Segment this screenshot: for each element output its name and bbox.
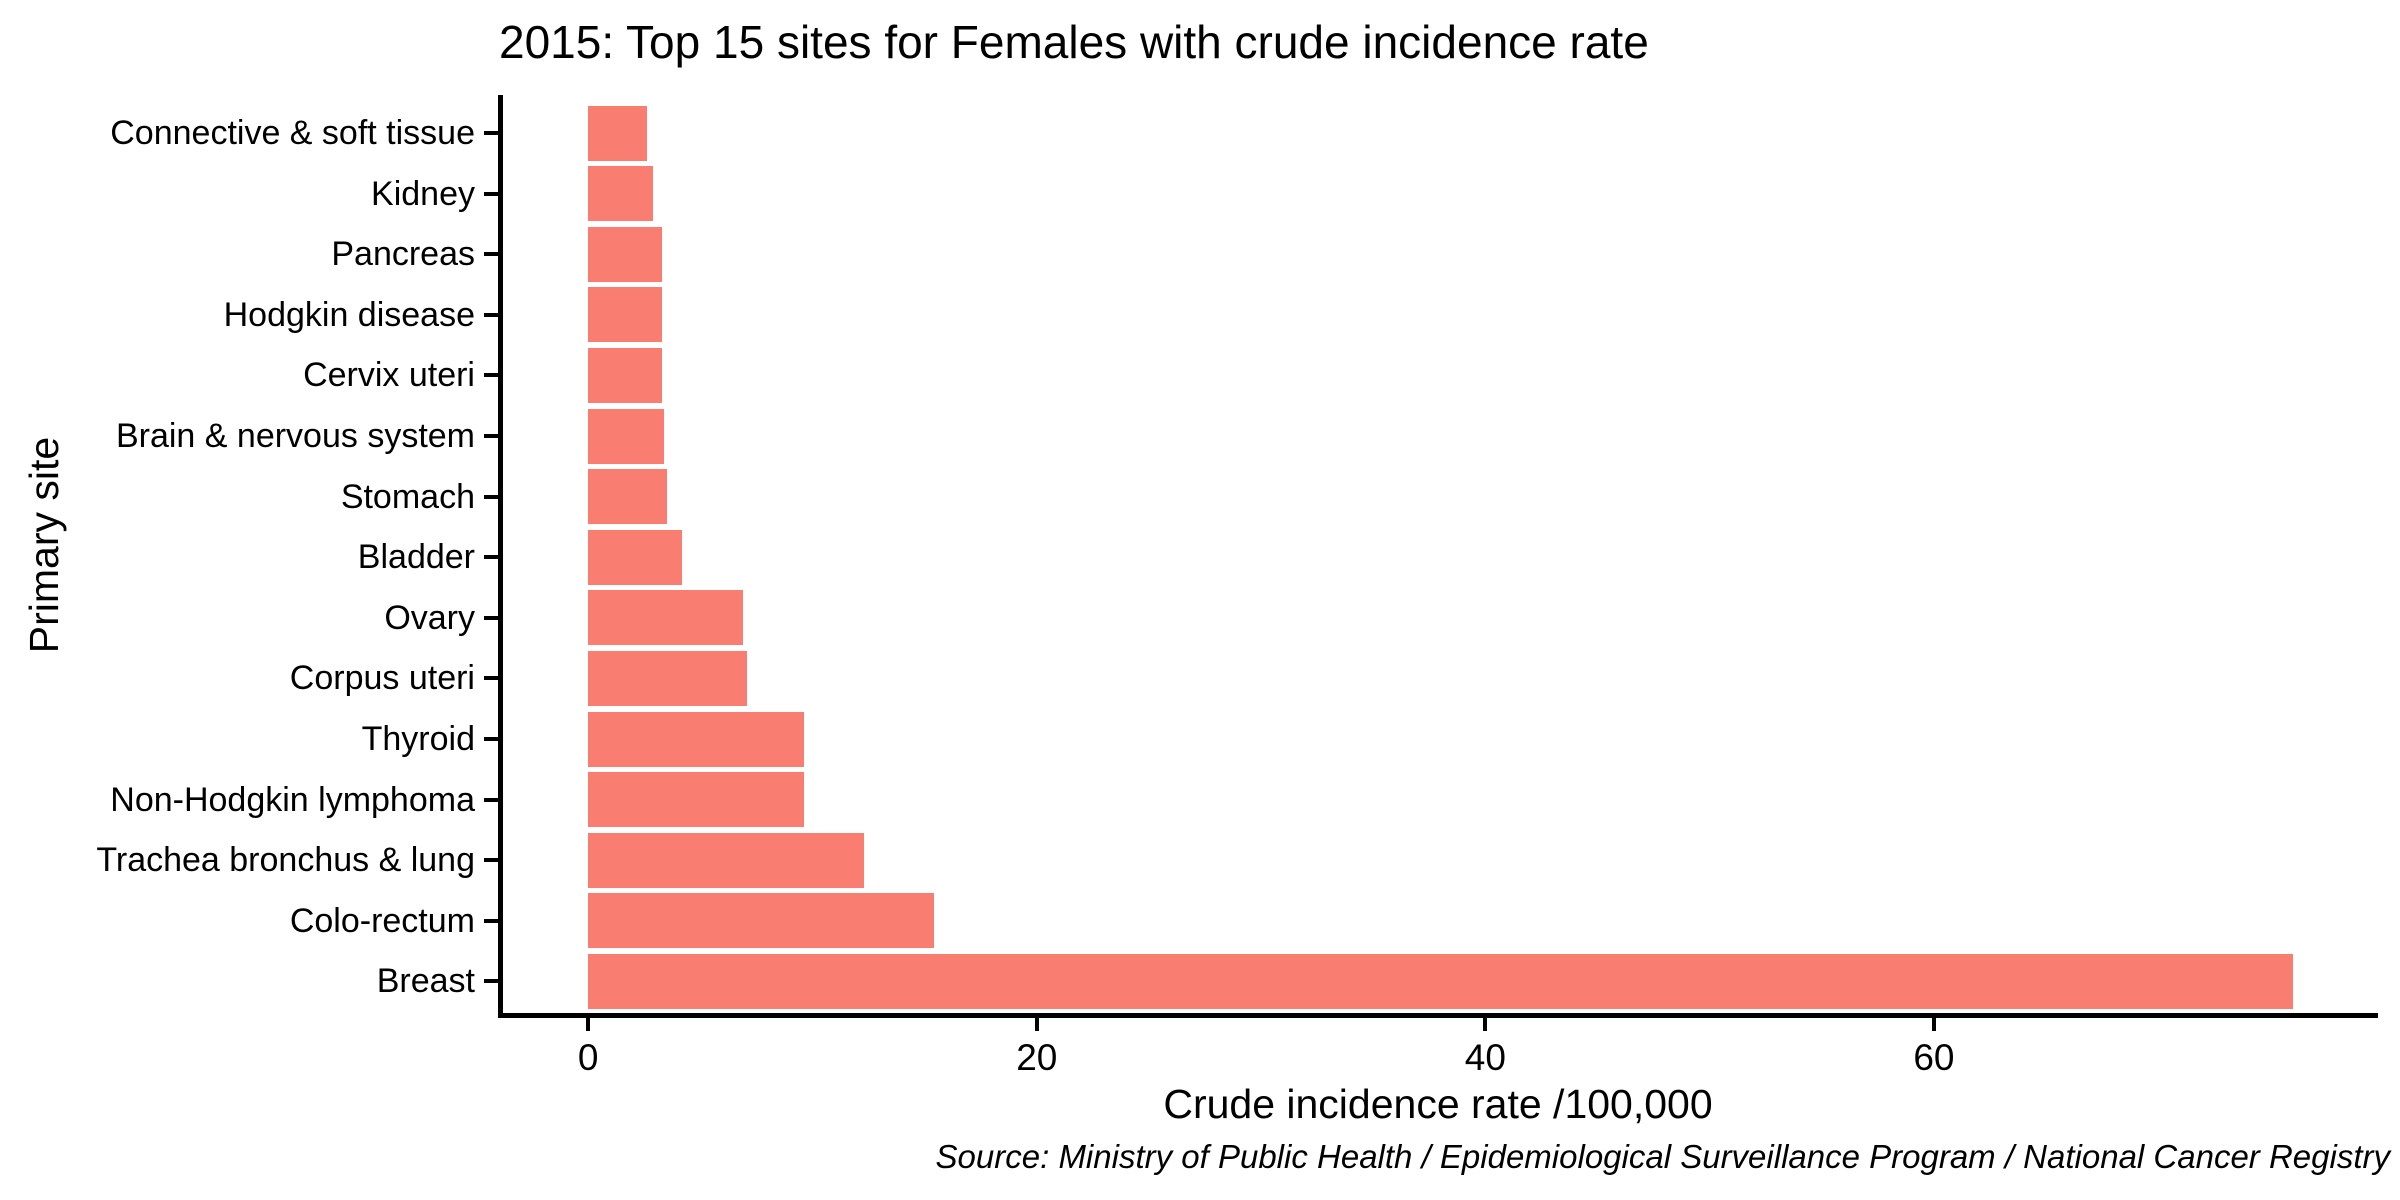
bar	[588, 832, 865, 888]
x-tick-label: 60	[1913, 1037, 1955, 1078]
y-axis-tick	[484, 191, 498, 196]
y-tick-label: Ovary	[384, 598, 475, 637]
bar	[588, 408, 665, 464]
bar	[588, 772, 804, 828]
bar	[588, 347, 663, 403]
source-note: Source: Ministry of Public Health / Epid…	[935, 1138, 2390, 1175]
y-tick-label: Brain & nervous system	[115, 417, 475, 455]
y-tick-label: Corpus uteri	[289, 659, 475, 698]
x-tick-label: 40	[1464, 1037, 1506, 1078]
y-axis-tick	[484, 312, 498, 317]
bar	[588, 105, 647, 161]
y-axis-tick	[484, 737, 498, 741]
y-axis-tick	[484, 858, 498, 863]
x-axis-tick	[1034, 1018, 1039, 1031]
y-tick-label: Trachea bronchus & lung	[96, 841, 475, 880]
y-tick-label: Kidney	[371, 174, 475, 213]
x-tick-label: 20	[1016, 1037, 1058, 1078]
x-axis-tick	[1931, 1018, 1936, 1031]
y-axis-tick	[484, 373, 498, 378]
bar	[588, 711, 804, 767]
y-axis-line	[498, 95, 503, 1018]
y-axis-tick	[484, 494, 498, 499]
y-tick-label: Connective & soft tissue	[110, 114, 475, 152]
x-axis-tick	[586, 1018, 591, 1031]
bar	[588, 166, 654, 222]
y-tick-label: Breast	[376, 962, 475, 1001]
bar	[588, 226, 663, 282]
bar	[588, 529, 683, 585]
x-axis-tick	[1483, 1018, 1488, 1031]
y-tick-label: Non-Hodgkin lymphoma	[110, 780, 475, 819]
y-tick-label: Stomach	[340, 477, 475, 516]
x-axis-line	[498, 1013, 2378, 1018]
y-axis-tick	[484, 918, 498, 923]
y-axis-tick	[484, 434, 498, 438]
y-axis-tick	[484, 131, 498, 135]
bar	[588, 469, 667, 525]
y-tick-label: Bladder	[357, 538, 475, 577]
y-axis-tick	[484, 555, 498, 560]
y-axis-tick	[484, 615, 498, 620]
bar	[588, 287, 663, 343]
y-tick-label: Colo-rectum	[289, 901, 475, 940]
chart-title: 2015: Top 15 sites for Females with crud…	[499, 16, 1649, 68]
x-axis-title: Crude incidence rate /100,000	[1163, 1081, 1713, 1127]
y-axis-tick	[484, 252, 498, 257]
y-axis-tick	[484, 979, 498, 984]
bar	[588, 953, 2293, 1009]
y-tick-label: Pancreas	[331, 235, 475, 274]
y-tick-label: Cervix uteri	[303, 356, 475, 395]
bar	[588, 590, 743, 646]
bar	[588, 893, 934, 949]
y-axis-tick	[484, 797, 498, 802]
y-tick-label: Thyroid	[361, 720, 475, 758]
bar	[588, 650, 748, 706]
y-tick-label: Hodgkin disease	[223, 295, 475, 334]
y-axis-tick	[484, 676, 498, 681]
x-tick-label: 0	[577, 1037, 599, 1078]
